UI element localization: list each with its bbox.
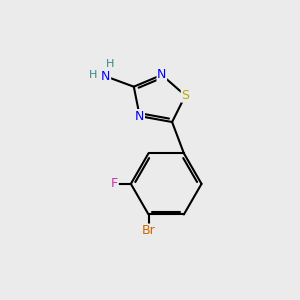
Text: H: H (89, 70, 98, 80)
Text: N: N (135, 110, 144, 123)
Text: N: N (157, 68, 167, 81)
Text: F: F (111, 177, 118, 190)
Text: S: S (181, 89, 189, 102)
Text: Br: Br (142, 224, 155, 237)
Text: N: N (101, 70, 110, 83)
Text: H: H (106, 59, 114, 69)
